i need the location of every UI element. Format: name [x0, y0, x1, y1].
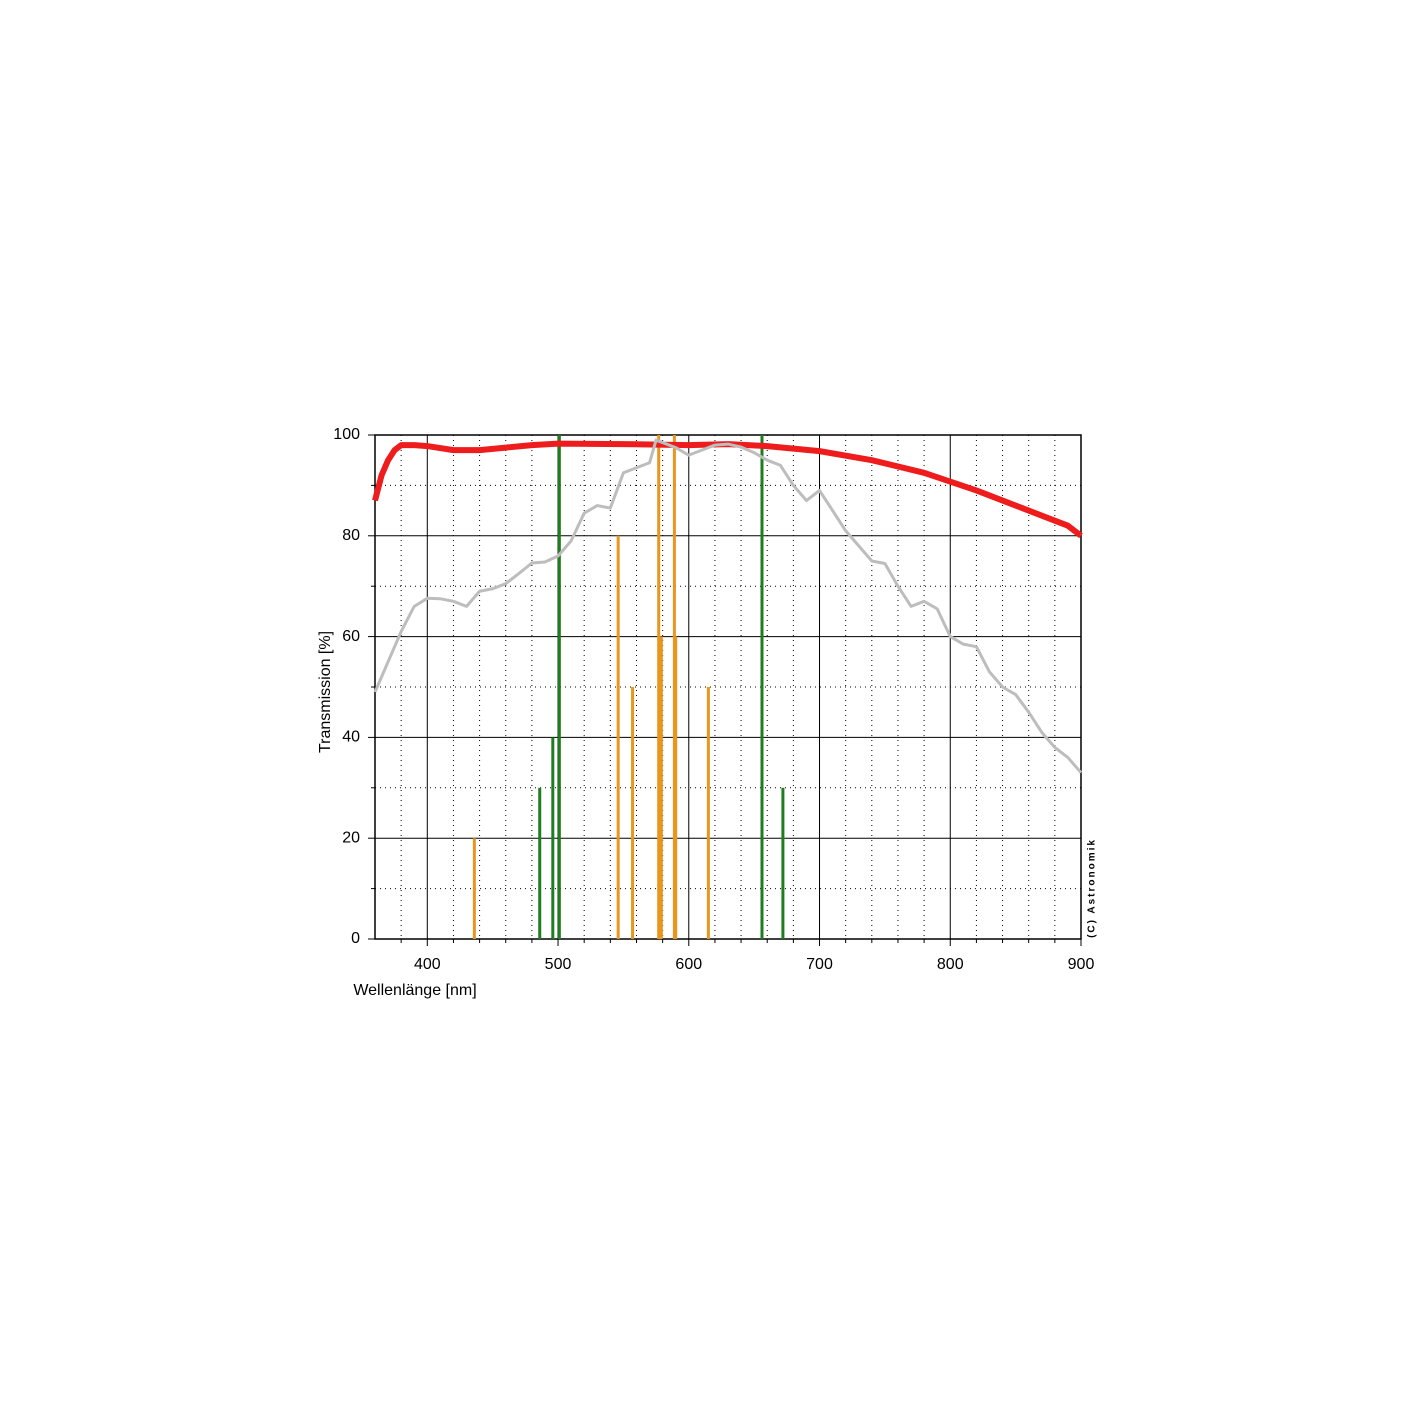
spectral-line — [706, 687, 710, 939]
x-tick-label: 600 — [675, 956, 702, 973]
x-tick-label: 400 — [414, 956, 441, 973]
y-tick-label: 0 — [351, 930, 360, 947]
y-tick-label: 80 — [342, 527, 360, 544]
copyright: (C) Astronomik — [1087, 838, 1098, 938]
spectral-line — [760, 435, 764, 939]
plot-frame — [374, 434, 1082, 940]
x-axis-label: Wellenlänge [nm] — [353, 982, 476, 999]
x-tick-label: 700 — [806, 956, 833, 973]
y-axis-label: Transmission [%] — [317, 631, 334, 753]
spectral-line — [557, 435, 561, 939]
spectral-line — [472, 838, 476, 939]
spectral-line — [631, 687, 635, 939]
series-line — [373, 438, 1083, 774]
spectral-line — [538, 787, 542, 939]
series-line — [372, 440, 1083, 539]
y-tick-label: 100 — [333, 426, 360, 443]
y-tick-label: 40 — [342, 729, 360, 746]
x-tick-label: 500 — [545, 956, 572, 973]
spectral-line — [659, 636, 663, 939]
y-tick-label: 60 — [342, 628, 360, 645]
spectral-line — [781, 787, 785, 939]
spectral-line — [551, 737, 555, 939]
x-tick-label: 900 — [1068, 956, 1095, 973]
x-tick-label: 800 — [937, 956, 964, 973]
spectral-line — [616, 535, 620, 939]
spectral-line — [657, 435, 661, 939]
spectral-line — [674, 636, 678, 939]
y-tick-label: 20 — [342, 829, 360, 846]
